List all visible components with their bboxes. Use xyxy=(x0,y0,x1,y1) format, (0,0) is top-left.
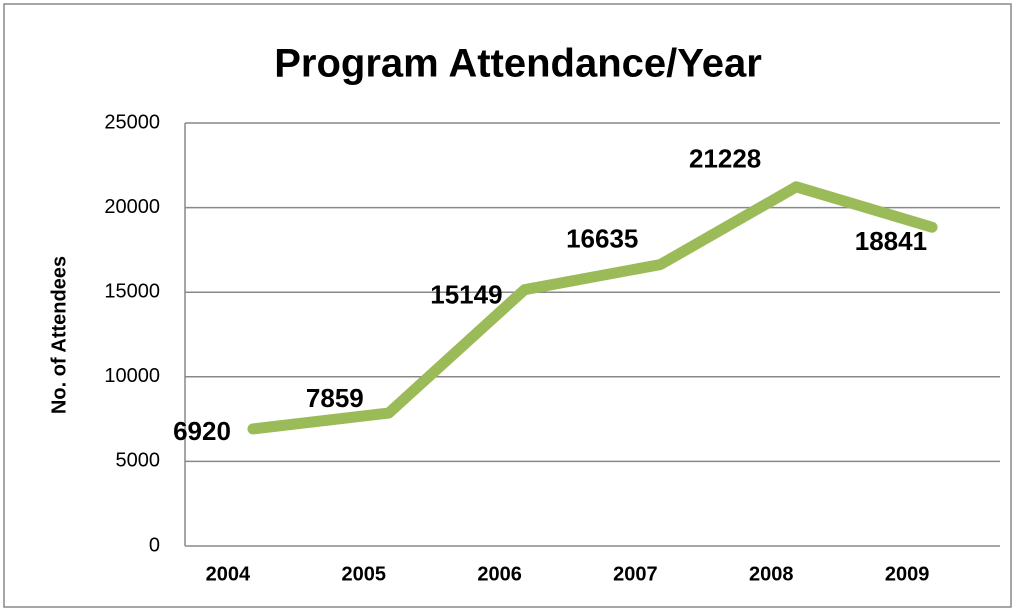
data-label: 16635 xyxy=(566,223,638,253)
data-label: 18841 xyxy=(855,226,927,256)
x-tick-label: 2008 xyxy=(749,563,794,585)
x-tick-label: 2009 xyxy=(885,563,930,585)
x-tick-label: 2005 xyxy=(342,563,387,585)
chart-title: Program Attendance/Year xyxy=(274,42,762,86)
data-label: 15149 xyxy=(430,280,502,310)
data-label: 6920 xyxy=(173,416,231,446)
x-tick-label: 2004 xyxy=(206,563,251,585)
y-tick-label: 20000 xyxy=(104,196,160,218)
y-tick-label: 15000 xyxy=(104,280,160,302)
x-tick-label: 2007 xyxy=(613,563,658,585)
y-tick-label: 10000 xyxy=(104,365,160,387)
data-label: 21228 xyxy=(689,144,761,174)
data-line xyxy=(247,181,938,435)
y-tick-label: 5000 xyxy=(116,450,161,472)
y-tick-label: 0 xyxy=(149,534,160,556)
y-tick-label: 25000 xyxy=(104,111,160,133)
data-label: 7859 xyxy=(306,383,364,413)
y-axis-label: No. of Attendees xyxy=(48,256,70,414)
x-tick-label: 2006 xyxy=(477,563,522,585)
